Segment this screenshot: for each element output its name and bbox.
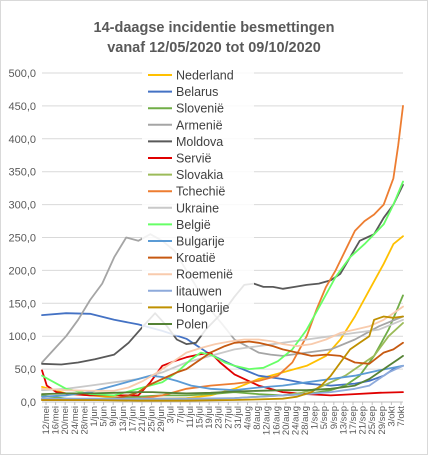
legend-label: Ukraine [176,201,219,215]
x-tick-label: 9/sep [329,406,340,429]
x-tick-label: 27/jul [223,406,234,429]
legend-label: Belarus [176,85,218,99]
x-tick-label: 12/aug [262,406,273,435]
x-tick-label: 17/jun [127,406,138,432]
x-tick-label: 29/sep [377,406,388,435]
series-line-litauwen [41,364,404,400]
legend-label: Hongarije [176,301,230,315]
y-tick-label: 250,0 [8,233,36,245]
x-tick-label: 23/jul [214,406,225,429]
legend-label: Polen [176,318,208,332]
chart-title: 14-daagse incidentie besmettingen [94,20,335,36]
series-line-polen [41,355,404,395]
x-tick-label: 5/sep [319,406,330,429]
legend-label: Bulgarije [176,235,225,249]
x-tick-label: 28/aug [300,406,311,435]
x-tick-label: 20/mei [60,406,71,435]
legend-label: Kroatië [176,251,216,265]
x-axis-ticks: 12/mei16/mei20/mei24/mei28/mei1/jun5/jun… [41,402,407,435]
y-tick-label: 150,0 [8,298,36,310]
y-tick-label: 100,0 [8,331,36,343]
x-tick-label: 1/jun [89,406,100,427]
x-tick-label: 16/aug [271,406,282,435]
x-tick-label: 28/mei [79,406,90,435]
y-tick-label: 400,0 [8,134,36,146]
x-tick-label: 5/jun [99,406,110,427]
series-line-hongarije [41,315,404,402]
y-tick-label: 500,0 [8,68,36,80]
legend-label: Tchechië [176,185,225,199]
legend: Nederland Belarus Slovenië Armenië Moldova Se… [142,66,254,336]
x-tick-label: 19/jul [204,406,215,429]
x-tick-label: 13/jun [118,406,129,432]
x-tick-label: 16/mei [51,406,62,435]
y-tick-label: 450,0 [8,101,36,113]
x-tick-label: 29/jun [156,406,167,432]
y-tick-label: 200,0 [8,265,36,277]
x-tick-label: 1/sep [310,406,321,429]
legend-label: litauwen [176,284,222,298]
x-tick-label: 7/jul [175,406,186,423]
x-tick-label: 24/mei [70,406,81,435]
y-tick-label: 0,0 [21,397,36,409]
legend-label: Armenië [176,118,223,132]
x-tick-label: 21/jun [137,406,148,432]
x-tick-label: 3/okt [386,406,397,427]
x-tick-label: 12/mei [41,406,52,435]
chart-subtitle: vanaf 12/05/2020 tot 09/10/2020 [107,40,321,56]
x-tick-label: 20/aug [281,406,292,435]
series-line-belarus [41,312,404,387]
series-line-kroatië [41,340,404,401]
legend-label: Nederland [176,69,234,83]
x-tick-label: 31/jul [233,406,244,429]
y-tick-label: 50,0 [15,364,36,376]
legend-label: Moldova [176,135,223,149]
x-tick-label: 15/jul [195,406,206,429]
x-tick-label: 13/sep [338,406,349,435]
legend-label: Servië [176,152,211,166]
y-tick-label: 350,0 [8,167,36,179]
x-tick-label: 25/jun [147,406,158,432]
series-line-servië [41,351,404,397]
y-tick-label: 300,0 [8,200,36,212]
x-tick-label: 11/jul [185,406,196,428]
x-tick-label: 25/sep [367,406,378,435]
x-tick-label: 17/sep [348,406,359,435]
x-tick-label: 21/sep [358,406,369,435]
series-line-roemenië [41,305,404,392]
x-tick-label: 4/aug [242,406,253,430]
legend-label: Slovakia [176,168,223,182]
series-line-ukraine [41,318,404,392]
x-tick-label: 9/jun [108,406,119,427]
x-tick-label: 24/aug [290,406,301,435]
x-tick-label: 3/jul [166,406,177,423]
y-axis-ticks: 0,0 50,0 100,0 150,0 200,0 250,0 300,0 350,0 400… [8,68,36,409]
series-line-belgië [41,180,404,397]
x-tick-label: 8/aug [252,406,263,430]
x-tick-label: 7/okt [396,406,407,427]
legend-label: Roemenië [176,268,233,282]
legend-label: Slovenië [176,102,224,116]
legend-label: België [176,218,211,232]
series-line-bulgarije [41,364,404,398]
